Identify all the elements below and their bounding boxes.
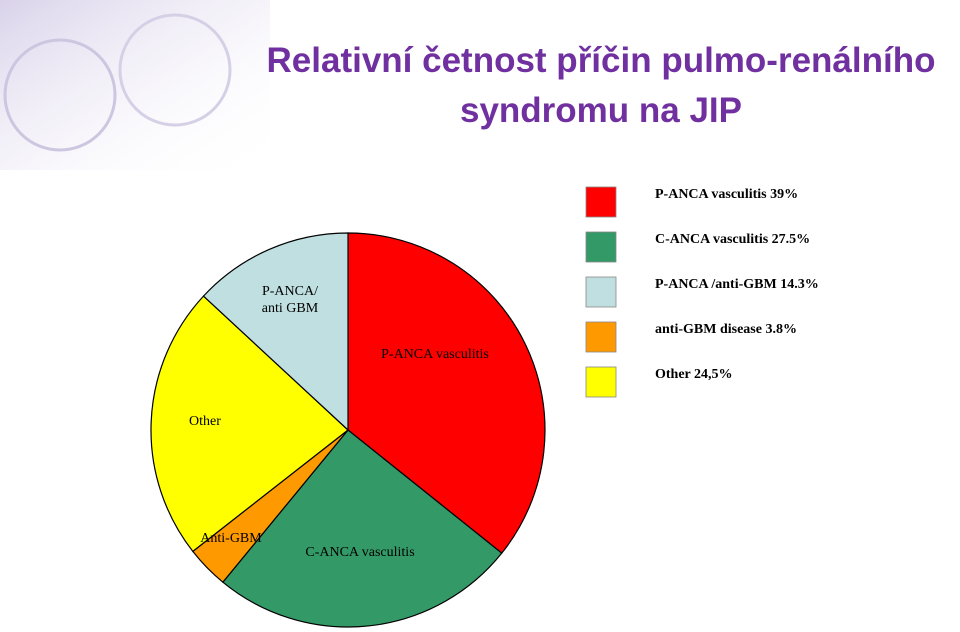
legend-label: anti-GBM disease 3.8%	[655, 322, 797, 337]
title-line: syndromu na JIP	[460, 91, 742, 130]
logo-seal	[3, 38, 117, 152]
logo-background	[0, 0, 270, 170]
legend-label: P-ANCA /anti-GBM 14.3%	[655, 277, 819, 292]
legend-swatch	[585, 231, 617, 263]
slice-label: P-ANCA vasculitis	[381, 347, 489, 362]
legend-swatch	[585, 186, 617, 218]
pie-slice	[222, 429, 503, 628]
pie-slice	[150, 295, 349, 553]
pie-slice	[347, 232, 546, 554]
legend-swatch	[585, 366, 617, 398]
slice-label: Anti-GBM	[200, 531, 262, 546]
pie-slice	[202, 232, 349, 432]
legend-swatch	[585, 321, 617, 353]
legend-label: C-ANCA vasculitis 27.5%	[655, 232, 810, 247]
slice-label: P-ANCA/	[262, 284, 318, 299]
title-line: Relativní četnost příčin pulmo-renálního	[267, 41, 936, 80]
legend-label: Other 24,5%	[655, 367, 733, 382]
slice-label: anti GBM	[262, 301, 319, 316]
logo-seal	[118, 13, 232, 127]
slice-label: Other	[189, 414, 221, 429]
slice-label: C-ANCA vasculitis	[305, 545, 414, 560]
legend-label: P-ANCA vasculitis 39%	[655, 187, 798, 202]
legend-swatch	[585, 276, 617, 308]
